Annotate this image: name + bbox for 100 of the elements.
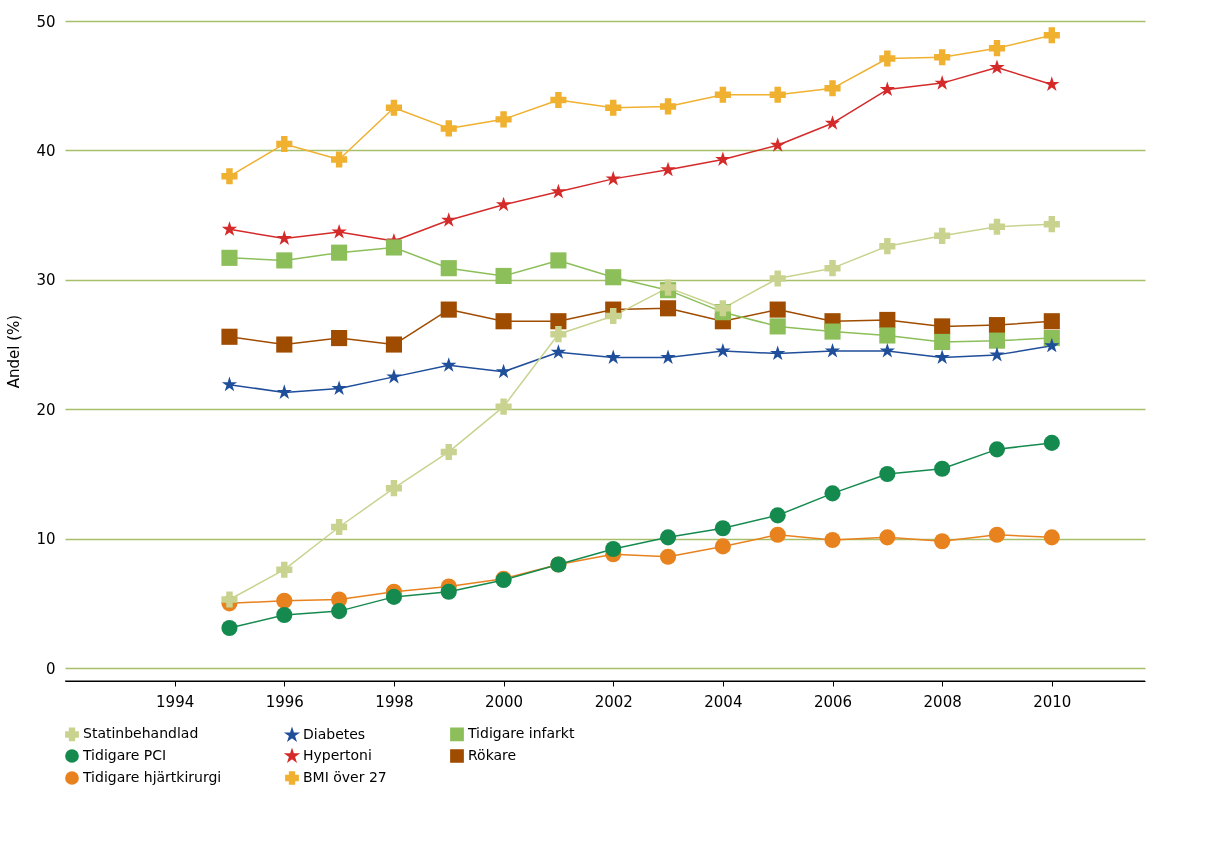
point bbox=[824, 115, 841, 130]
point bbox=[714, 538, 731, 555]
legend-label: Tidigare hjärtkirurgi bbox=[82, 769, 222, 785]
point bbox=[441, 357, 457, 372]
point bbox=[660, 349, 676, 364]
point bbox=[1044, 337, 1060, 353]
point bbox=[495, 111, 512, 128]
point bbox=[331, 151, 348, 168]
point bbox=[769, 270, 786, 287]
point bbox=[770, 137, 786, 152]
point bbox=[385, 480, 402, 497]
point bbox=[440, 301, 457, 318]
point bbox=[714, 86, 731, 103]
point bbox=[988, 526, 1006, 543]
x-tick-label: 2002 bbox=[594, 692, 633, 711]
point bbox=[550, 91, 567, 108]
legend-label: Statinbehandlad bbox=[83, 725, 199, 742]
point bbox=[495, 363, 512, 379]
point bbox=[988, 218, 1006, 235]
point bbox=[276, 252, 293, 269]
point bbox=[1044, 76, 1060, 91]
point bbox=[879, 81, 895, 97]
point bbox=[659, 98, 677, 115]
point bbox=[1043, 27, 1060, 44]
point bbox=[331, 330, 348, 347]
point bbox=[934, 349, 950, 364]
point bbox=[385, 588, 402, 605]
point bbox=[879, 327, 896, 344]
point bbox=[1043, 216, 1060, 233]
point bbox=[550, 326, 567, 343]
point bbox=[276, 606, 293, 624]
point bbox=[385, 99, 402, 116]
point bbox=[988, 317, 1006, 334]
point bbox=[605, 170, 621, 186]
point bbox=[276, 561, 293, 578]
point bbox=[934, 460, 951, 477]
point bbox=[659, 300, 677, 317]
x-tick-label: 2000 bbox=[484, 692, 524, 711]
point bbox=[934, 318, 951, 335]
point bbox=[331, 244, 348, 261]
point bbox=[276, 135, 293, 152]
x-tick-label: 2008 bbox=[923, 692, 962, 711]
point bbox=[934, 49, 951, 66]
point bbox=[1043, 529, 1060, 546]
point bbox=[331, 603, 348, 620]
point bbox=[824, 260, 841, 277]
point bbox=[495, 196, 512, 212]
point bbox=[221, 619, 238, 636]
point bbox=[550, 313, 567, 330]
point bbox=[659, 529, 677, 546]
point bbox=[879, 342, 895, 358]
point bbox=[495, 313, 512, 330]
point bbox=[879, 465, 896, 482]
point bbox=[769, 301, 786, 318]
point bbox=[1043, 434, 1060, 451]
point bbox=[221, 376, 238, 392]
point bbox=[988, 441, 1006, 458]
point bbox=[605, 269, 622, 286]
point bbox=[440, 443, 457, 460]
point bbox=[934, 75, 950, 90]
point bbox=[276, 230, 292, 245]
point bbox=[276, 592, 293, 609]
y-axis-title: Andel (%) bbox=[5, 314, 24, 389]
point bbox=[221, 168, 238, 185]
point bbox=[934, 227, 951, 244]
y-tick-label: 40 bbox=[36, 141, 56, 160]
y-tick-label: 20 bbox=[36, 400, 56, 419]
point bbox=[989, 346, 1005, 362]
point bbox=[879, 50, 896, 67]
point bbox=[385, 336, 402, 353]
point bbox=[221, 221, 238, 236]
point bbox=[605, 349, 621, 364]
legend-label: BMI över 27 bbox=[303, 769, 387, 785]
point bbox=[495, 398, 512, 415]
x-tick-label: 2004 bbox=[704, 692, 743, 711]
point bbox=[605, 99, 622, 116]
point bbox=[550, 344, 567, 359]
point bbox=[770, 345, 786, 361]
point bbox=[276, 336, 293, 353]
point bbox=[276, 384, 292, 399]
point bbox=[221, 249, 238, 266]
point bbox=[441, 212, 457, 227]
point bbox=[550, 252, 567, 269]
point bbox=[440, 583, 457, 600]
point bbox=[386, 368, 402, 384]
point bbox=[550, 183, 567, 199]
point bbox=[989, 59, 1005, 75]
point bbox=[440, 120, 457, 137]
point bbox=[440, 260, 457, 277]
point bbox=[331, 518, 348, 536]
point bbox=[824, 342, 841, 358]
point bbox=[605, 540, 622, 558]
point bbox=[824, 485, 841, 502]
point bbox=[221, 328, 238, 345]
point bbox=[385, 239, 402, 256]
point bbox=[934, 533, 951, 550]
point bbox=[715, 151, 731, 166]
point bbox=[331, 380, 347, 396]
point bbox=[714, 520, 731, 537]
point bbox=[495, 267, 512, 284]
